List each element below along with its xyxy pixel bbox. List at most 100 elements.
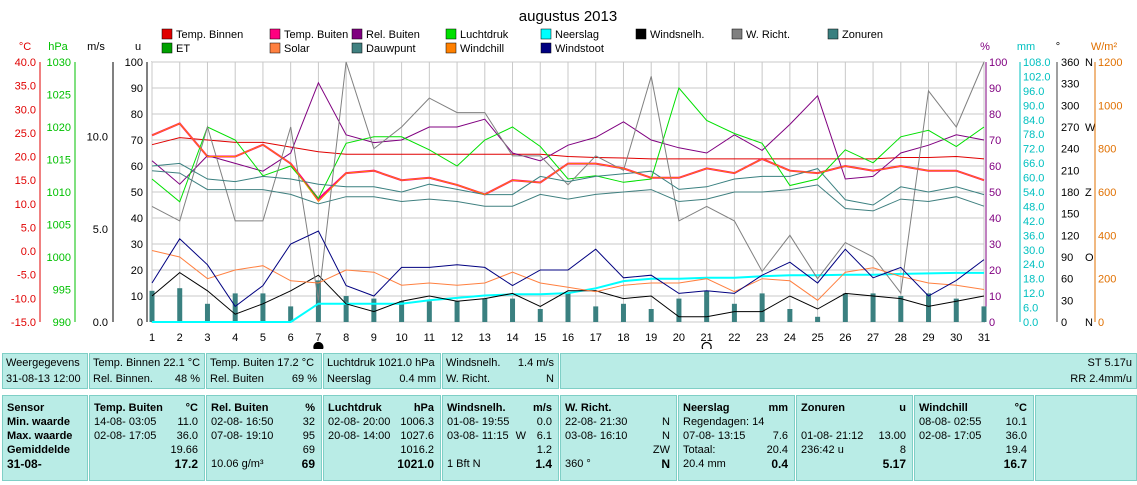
x-tick-label: 9 bbox=[371, 332, 377, 344]
min-label: Min. waarde bbox=[7, 416, 70, 428]
x-tick-label: 16 bbox=[562, 332, 574, 344]
legend-label: Neerslag bbox=[555, 29, 599, 41]
hpa-tick-label: 1000 bbox=[47, 252, 71, 264]
today-label: 31-08- bbox=[7, 457, 42, 471]
stat-title: Luchtdruk bbox=[328, 402, 382, 414]
x-tick-label: 12 bbox=[451, 332, 463, 344]
temp-tick-label: 0.0 bbox=[21, 246, 36, 258]
u-tick-label: 10 bbox=[131, 291, 143, 303]
wind-speed-value: 1.4 m/s bbox=[517, 357, 554, 369]
stat-current: N bbox=[661, 457, 670, 471]
mm-tick-label: 96.0 bbox=[1023, 86, 1044, 98]
wm2-tick-label: 400 bbox=[1098, 230, 1116, 242]
current-indoor: Temp. Binnen 22.1 °C Rel. Binnen. 48 % bbox=[89, 353, 205, 389]
x-tick-label: 11 bbox=[424, 332, 435, 344]
x-tick-label: 21 bbox=[701, 332, 713, 344]
axis-title-wm2: W/m² bbox=[1091, 41, 1118, 53]
deg-tick-label: 120 bbox=[1061, 230, 1079, 242]
stats-pressure: Luchtdruk hPa 02-08- 20:00 1006.3 20-08- 1… bbox=[323, 395, 441, 481]
series-neerslag bbox=[152, 271, 984, 323]
legend-label: Solar bbox=[284, 43, 310, 55]
pct-tick-label: 40 bbox=[989, 213, 1001, 225]
pct-tick-label: 0 bbox=[989, 317, 995, 329]
legend-swatch bbox=[445, 28, 457, 40]
winddir-tick-label: W bbox=[1085, 122, 1096, 134]
series-luchtdruk bbox=[151, 86, 985, 203]
x-tick-label: 1 bbox=[149, 332, 155, 344]
legend-label: Windsnelh. bbox=[650, 29, 704, 41]
sun-bar bbox=[343, 296, 349, 322]
x-tick-label: 26 bbox=[839, 332, 851, 344]
outdoor-temp: Temp. Buiten 17.2 °C bbox=[210, 357, 315, 369]
temp-tick-label: -15.0 bbox=[11, 317, 36, 329]
winddir-tick-label: N bbox=[1085, 57, 1093, 69]
x-tick-label: 10 bbox=[395, 332, 407, 344]
sun-bar bbox=[288, 306, 294, 322]
deg-tick-label: 360 bbox=[1061, 57, 1079, 69]
sun-bar bbox=[204, 303, 210, 322]
hpa-tick-label: 1015 bbox=[47, 155, 71, 167]
max-label: Max. waarde bbox=[7, 430, 73, 442]
deg-tick-label: 90 bbox=[1061, 252, 1073, 264]
axis-title-pct: % bbox=[980, 41, 990, 53]
stat-min-value: 1006.3 bbox=[400, 416, 434, 428]
stat-current-extra: 1 Bft N bbox=[447, 458, 481, 470]
stat-current: 16.7 bbox=[1003, 457, 1027, 471]
legend-label: Rel. Buiten bbox=[366, 29, 420, 41]
sun-bar bbox=[926, 293, 932, 322]
sun-bar bbox=[953, 298, 959, 322]
sun-bar bbox=[620, 303, 626, 322]
legend-swatch bbox=[161, 42, 173, 54]
pct-tick-label: 50 bbox=[989, 187, 1001, 199]
temp-tick-label: 15.0 bbox=[15, 175, 36, 187]
data-panel: Weergegevens 31-08-13 12:00 Temp. Binnen… bbox=[0, 349, 1137, 485]
mm-tick-label: 24.0 bbox=[1023, 259, 1044, 271]
stats-wind-speed: Windsnelh. m/s 01-08- 19:55 0.0 03-08- 11:… bbox=[442, 395, 559, 481]
sun-bar bbox=[565, 293, 571, 322]
sun-bar bbox=[232, 293, 238, 322]
hpa-tick-label: 995 bbox=[53, 285, 71, 297]
sun-bar bbox=[593, 306, 599, 322]
sun-bar bbox=[510, 298, 516, 322]
stat-avg: 1.2 bbox=[536, 444, 552, 456]
axis-title-temp: °C bbox=[19, 41, 31, 53]
indoor-hum-label: Rel. Binnen. bbox=[93, 373, 153, 385]
stat-min-value: N bbox=[662, 416, 670, 428]
full-moon-icon bbox=[701, 341, 712, 349]
mm-tick-label: 72.0 bbox=[1023, 144, 1044, 156]
stat-max-value: 6.1 bbox=[536, 430, 552, 442]
stat-max-time: 07-08- 13:15 bbox=[683, 430, 746, 442]
stats-temp-outdoor: Temp. Buiten °C 14-08- 03:05 11.0 02-08- 1… bbox=[89, 395, 205, 481]
stat-avg: 19.66 bbox=[170, 444, 198, 456]
deg-tick-label: 270 bbox=[1061, 122, 1079, 134]
x-tick-label: 22 bbox=[728, 332, 740, 344]
sun-bar bbox=[454, 301, 460, 322]
mm-tick-label: 48.0 bbox=[1023, 201, 1044, 213]
series-dauwpunt bbox=[151, 170, 985, 212]
u-tick-label: 70 bbox=[131, 135, 143, 147]
stat-title: Neerslag bbox=[683, 402, 730, 414]
weather-chart: 1 2 3 4 5 6 7 8 9 10 11 12 13 14 15 16 17 18 19 20 21 22 23 24 2… bbox=[11, 8, 1122, 349]
x-tick-label: 4 bbox=[232, 332, 238, 344]
x-tick-label: 14 bbox=[506, 332, 518, 344]
x-tick-label: 5 bbox=[260, 332, 266, 344]
wm2-tick-label: 600 bbox=[1098, 187, 1116, 199]
mm-tick-label: 0.0 bbox=[1023, 317, 1038, 329]
stat-min-value: 10.1 bbox=[1005, 416, 1027, 428]
stat-min-time: 02-08- 16:50 bbox=[211, 416, 274, 428]
hpa-tick-label: 1005 bbox=[47, 220, 71, 232]
deg-tick-label: 60 bbox=[1061, 274, 1073, 286]
legend-label: Temp. Buiten bbox=[284, 29, 348, 41]
pressure-value: Luchtdruk 1021.0 hPa bbox=[327, 357, 435, 369]
sun-bar bbox=[842, 293, 848, 322]
mm-tick-label: 108.0 bbox=[1023, 57, 1051, 69]
legend-label: ET bbox=[176, 43, 190, 55]
legend-swatch bbox=[351, 28, 363, 40]
stat-unit: % bbox=[305, 402, 315, 414]
rain-label: Neerslag bbox=[327, 373, 372, 385]
wm2-tick-label: 1200 bbox=[1098, 57, 1122, 69]
stat-title: Rel. Buiten bbox=[211, 402, 269, 414]
stat-unit: m/s bbox=[533, 402, 552, 414]
mm-tick-label: 18.0 bbox=[1023, 274, 1044, 286]
temp-tick-label: 5.0 bbox=[21, 222, 36, 234]
